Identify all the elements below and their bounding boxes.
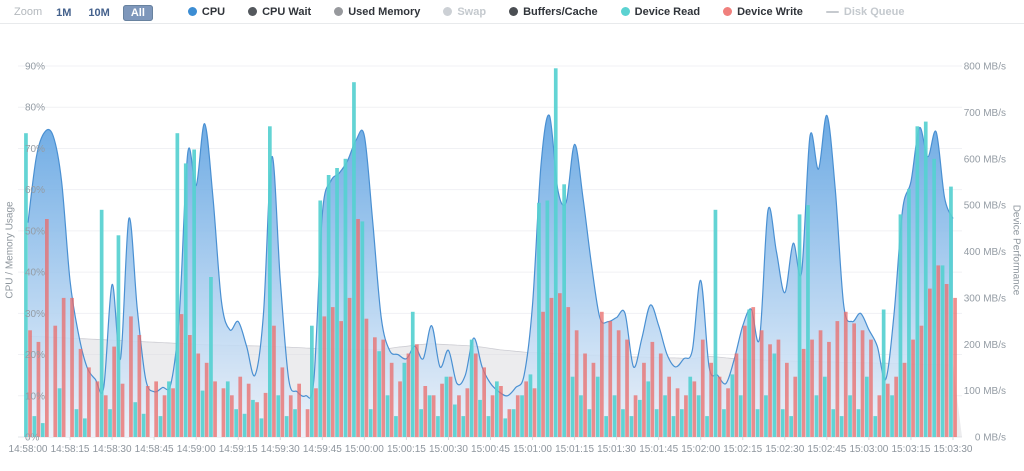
svg-text:20%: 20% xyxy=(25,350,45,361)
svg-text:14:58:15: 14:58:15 xyxy=(51,444,90,455)
legend-item-cpu-wait[interactable]: CPU Wait xyxy=(248,6,311,18)
svg-text:800 MB/s: 800 MB/s xyxy=(964,62,1006,73)
svg-text:15:00:00: 15:00:00 xyxy=(345,444,384,455)
svg-text:14:59:15: 14:59:15 xyxy=(219,444,258,455)
svg-text:15:01:00: 15:01:00 xyxy=(513,444,552,455)
legend-label-cpu-wait: CPU Wait xyxy=(262,5,312,18)
zoom-controls: Zoom 1M 10M All xyxy=(14,3,162,21)
svg-text:15:02:30: 15:02:30 xyxy=(765,444,804,455)
svg-text:50%: 50% xyxy=(25,226,45,237)
legend-item-device-read[interactable]: Device Read xyxy=(620,5,701,18)
svg-text:15:03:15: 15:03:15 xyxy=(891,444,930,455)
svg-text:14:58:00: 14:58:00 xyxy=(9,444,48,455)
x-axis-tick-labels: 14:58:00 14:58:15 14:58:30 14:58:45 14:59:00… xyxy=(9,437,973,455)
legend-label-disk-queue: Disk Queue xyxy=(843,5,905,18)
svg-text:15:02:45: 15:02:45 xyxy=(807,444,846,455)
svg-text:15:01:30: 15:01:30 xyxy=(597,444,636,455)
svg-text:30%: 30% xyxy=(25,309,45,320)
left-axis-tick-labels: 0% 10% 20% 30% 40% 50% 60% 70% 80% 90% xyxy=(25,62,45,444)
svg-text:300 MB/s: 300 MB/s xyxy=(964,293,1006,304)
dot-marker-icon-device-read xyxy=(620,7,630,16)
svg-text:14:58:45: 14:58:45 xyxy=(135,444,174,455)
legend-label-device-write: Device Write xyxy=(737,5,803,18)
svg-text:14:59:30: 14:59:30 xyxy=(261,444,300,455)
svg-text:14:59:45: 14:59:45 xyxy=(303,444,342,455)
chart-toolbar: Zoom 1M 10M All CPU CPU Wait Used Memory Swap… xyxy=(0,0,1024,24)
dot-marker-icon-used-memory xyxy=(334,7,344,16)
svg-text:15:02:15: 15:02:15 xyxy=(723,444,762,455)
device-read-bars xyxy=(24,68,953,438)
right-axis-tick-labels: 0 MB/s 100 MB/s 200 MB/s 300 MB/s 400 MB/s 50… xyxy=(964,62,1006,444)
svg-text:60%: 60% xyxy=(25,185,45,196)
legend-item-disk-queue[interactable]: Disk Queue xyxy=(825,5,905,18)
legend-item-used-memory[interactable]: Used Memory xyxy=(334,6,420,18)
legend-item-cpu[interactable]: CPU xyxy=(187,5,226,18)
svg-text:500 MB/s: 500 MB/s xyxy=(964,201,1006,212)
svg-text:100 MB/s: 100 MB/s xyxy=(964,386,1006,397)
legend-item-swap[interactable]: Swap xyxy=(443,6,486,18)
zoom-option-10m[interactable]: 10M xyxy=(88,6,110,19)
zoom-label: Zoom xyxy=(14,5,43,18)
device-write-bars xyxy=(28,219,957,438)
legend-label-swap: Swap xyxy=(457,5,487,18)
svg-text:15:00:30: 15:00:30 xyxy=(429,444,468,455)
svg-text:14:58:30: 14:58:30 xyxy=(93,444,132,455)
dot-marker-icon-swap xyxy=(443,7,453,16)
legend-label-device-read: Device Read xyxy=(634,5,701,18)
zoom-option-all[interactable]: All xyxy=(122,4,153,21)
line-marker-icon-disk-queue xyxy=(825,10,839,13)
chart-legend: CPU CPU Wait Used Memory Swap Buffers/Cache D… xyxy=(187,5,928,18)
svg-text:10%: 10% xyxy=(25,391,45,402)
legend-label-cpu: CPU xyxy=(201,5,226,18)
svg-text:15:02:00: 15:02:00 xyxy=(681,444,720,455)
legend-item-device-write[interactable]: Device Write xyxy=(723,6,803,18)
svg-text:15:00:15: 15:00:15 xyxy=(387,444,426,455)
svg-text:0%: 0% xyxy=(25,433,40,444)
legend-item-buffers-cache[interactable]: Buffers/Cache xyxy=(509,6,598,18)
left-axis-title: CPU / Memory Usage xyxy=(4,201,16,299)
svg-text:40%: 40% xyxy=(25,268,45,279)
legend-label-used-memory: Used Memory xyxy=(348,5,421,18)
svg-text:15:00:45: 15:00:45 xyxy=(471,444,510,455)
svg-text:15:01:15: 15:01:15 xyxy=(555,444,594,455)
svg-text:15:01:45: 15:01:45 xyxy=(639,444,678,455)
svg-text:80%: 80% xyxy=(25,103,45,114)
svg-text:700 MB/s: 700 MB/s xyxy=(964,108,1006,119)
zoom-options: 1M 10M All xyxy=(52,3,162,21)
svg-text:90%: 90% xyxy=(25,62,45,73)
svg-text:0 MB/s: 0 MB/s xyxy=(975,433,1006,444)
zoom-option-1m[interactable]: 1M xyxy=(56,6,72,19)
dot-marker-icon-device-write xyxy=(723,7,733,16)
dot-marker-icon-cpu-wait xyxy=(248,7,258,16)
svg-text:400 MB/s: 400 MB/s xyxy=(964,247,1006,258)
svg-text:600 MB/s: 600 MB/s xyxy=(964,154,1006,165)
dot-marker-icon-cpu xyxy=(187,7,197,16)
svg-text:70%: 70% xyxy=(25,144,45,155)
svg-text:14:59:00: 14:59:00 xyxy=(177,444,216,455)
svg-text:200 MB/s: 200 MB/s xyxy=(964,340,1006,351)
right-axis-title: Device Performance xyxy=(1010,204,1022,296)
svg-text:15:03:30: 15:03:30 xyxy=(934,444,973,455)
legend-label-buffers-cache: Buffers/Cache xyxy=(523,5,598,18)
dot-marker-icon-buffers-cache xyxy=(509,7,519,16)
svg-text:15:03:00: 15:03:00 xyxy=(849,444,888,455)
